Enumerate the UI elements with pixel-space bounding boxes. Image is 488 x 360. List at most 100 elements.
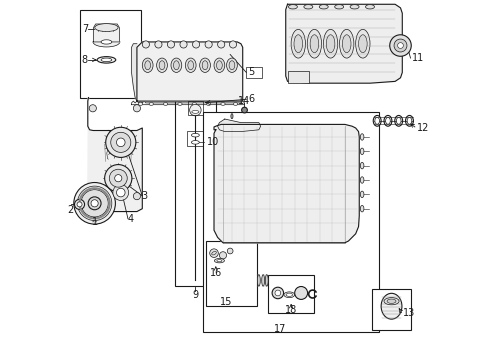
Text: 15: 15 xyxy=(220,297,232,307)
Ellipse shape xyxy=(355,30,369,58)
Bar xyxy=(371,289,410,330)
Circle shape xyxy=(110,132,131,152)
Circle shape xyxy=(81,190,108,217)
Ellipse shape xyxy=(191,134,199,137)
Ellipse shape xyxy=(95,24,118,32)
Text: 2: 2 xyxy=(67,206,73,216)
Circle shape xyxy=(241,107,247,113)
Circle shape xyxy=(229,41,236,48)
Bar xyxy=(80,10,140,98)
Circle shape xyxy=(155,41,162,48)
Circle shape xyxy=(204,41,212,48)
Ellipse shape xyxy=(290,30,305,58)
Ellipse shape xyxy=(185,58,196,72)
Ellipse shape xyxy=(142,58,153,72)
Ellipse shape xyxy=(187,61,193,70)
Text: 18: 18 xyxy=(285,305,297,315)
Bar xyxy=(203,112,378,332)
Text: 11: 11 xyxy=(411,53,424,63)
Ellipse shape xyxy=(405,116,412,126)
Text: 7: 7 xyxy=(81,24,88,35)
Circle shape xyxy=(88,197,101,210)
Circle shape xyxy=(192,41,199,48)
Ellipse shape xyxy=(358,35,366,53)
Circle shape xyxy=(167,41,174,48)
Circle shape xyxy=(91,200,98,207)
Ellipse shape xyxy=(138,103,142,105)
Bar xyxy=(206,241,257,306)
Ellipse shape xyxy=(217,260,222,262)
Bar xyxy=(287,71,308,83)
Ellipse shape xyxy=(386,299,395,303)
Polygon shape xyxy=(137,42,242,101)
Ellipse shape xyxy=(214,258,224,263)
Polygon shape xyxy=(285,4,402,83)
Circle shape xyxy=(142,41,149,48)
Ellipse shape xyxy=(360,148,363,154)
Text: 9: 9 xyxy=(192,291,198,301)
Circle shape xyxy=(189,104,201,116)
Polygon shape xyxy=(131,44,137,101)
Circle shape xyxy=(116,138,125,147)
Ellipse shape xyxy=(372,116,380,126)
Ellipse shape xyxy=(257,275,260,286)
Ellipse shape xyxy=(407,117,411,124)
Ellipse shape xyxy=(325,35,334,53)
Text: 17: 17 xyxy=(274,324,286,334)
Ellipse shape xyxy=(202,61,207,70)
Circle shape xyxy=(209,249,218,257)
Ellipse shape xyxy=(216,61,222,70)
Ellipse shape xyxy=(334,5,343,9)
Circle shape xyxy=(109,169,127,187)
Circle shape xyxy=(274,290,280,296)
Circle shape xyxy=(89,193,96,200)
Ellipse shape xyxy=(228,61,234,70)
Circle shape xyxy=(116,188,125,197)
Ellipse shape xyxy=(173,61,179,70)
Ellipse shape xyxy=(360,206,363,212)
Ellipse shape xyxy=(360,162,363,169)
Ellipse shape xyxy=(101,58,112,62)
Ellipse shape xyxy=(365,5,374,9)
Ellipse shape xyxy=(303,5,312,9)
Text: 3: 3 xyxy=(141,191,147,201)
Ellipse shape xyxy=(394,116,402,126)
Circle shape xyxy=(74,199,84,210)
Ellipse shape xyxy=(383,116,391,126)
Ellipse shape xyxy=(178,103,182,105)
Text: 13: 13 xyxy=(402,308,414,318)
Circle shape xyxy=(227,248,233,254)
Ellipse shape xyxy=(360,177,363,183)
Circle shape xyxy=(74,183,115,224)
Ellipse shape xyxy=(163,103,167,105)
Circle shape xyxy=(133,193,140,200)
Ellipse shape xyxy=(374,117,379,124)
Ellipse shape xyxy=(309,35,318,53)
Ellipse shape xyxy=(288,5,297,9)
Ellipse shape xyxy=(171,58,182,72)
Ellipse shape xyxy=(226,58,237,72)
Ellipse shape xyxy=(192,103,196,105)
Ellipse shape xyxy=(97,57,116,63)
Circle shape xyxy=(271,287,283,299)
Ellipse shape xyxy=(360,134,363,140)
Circle shape xyxy=(294,287,307,300)
Ellipse shape xyxy=(206,103,210,105)
Ellipse shape xyxy=(191,111,199,113)
Ellipse shape xyxy=(93,37,120,47)
Circle shape xyxy=(104,165,132,192)
Ellipse shape xyxy=(284,292,294,298)
Circle shape xyxy=(219,252,226,259)
Ellipse shape xyxy=(144,61,150,70)
Bar xyxy=(187,101,203,116)
Circle shape xyxy=(397,42,403,48)
Ellipse shape xyxy=(156,58,167,72)
Text: 12: 12 xyxy=(416,123,429,133)
Ellipse shape xyxy=(396,117,400,124)
Ellipse shape xyxy=(221,103,224,105)
Text: 10: 10 xyxy=(206,138,219,147)
Circle shape xyxy=(180,41,187,48)
Ellipse shape xyxy=(230,114,233,119)
Circle shape xyxy=(389,35,410,56)
Circle shape xyxy=(217,41,224,48)
